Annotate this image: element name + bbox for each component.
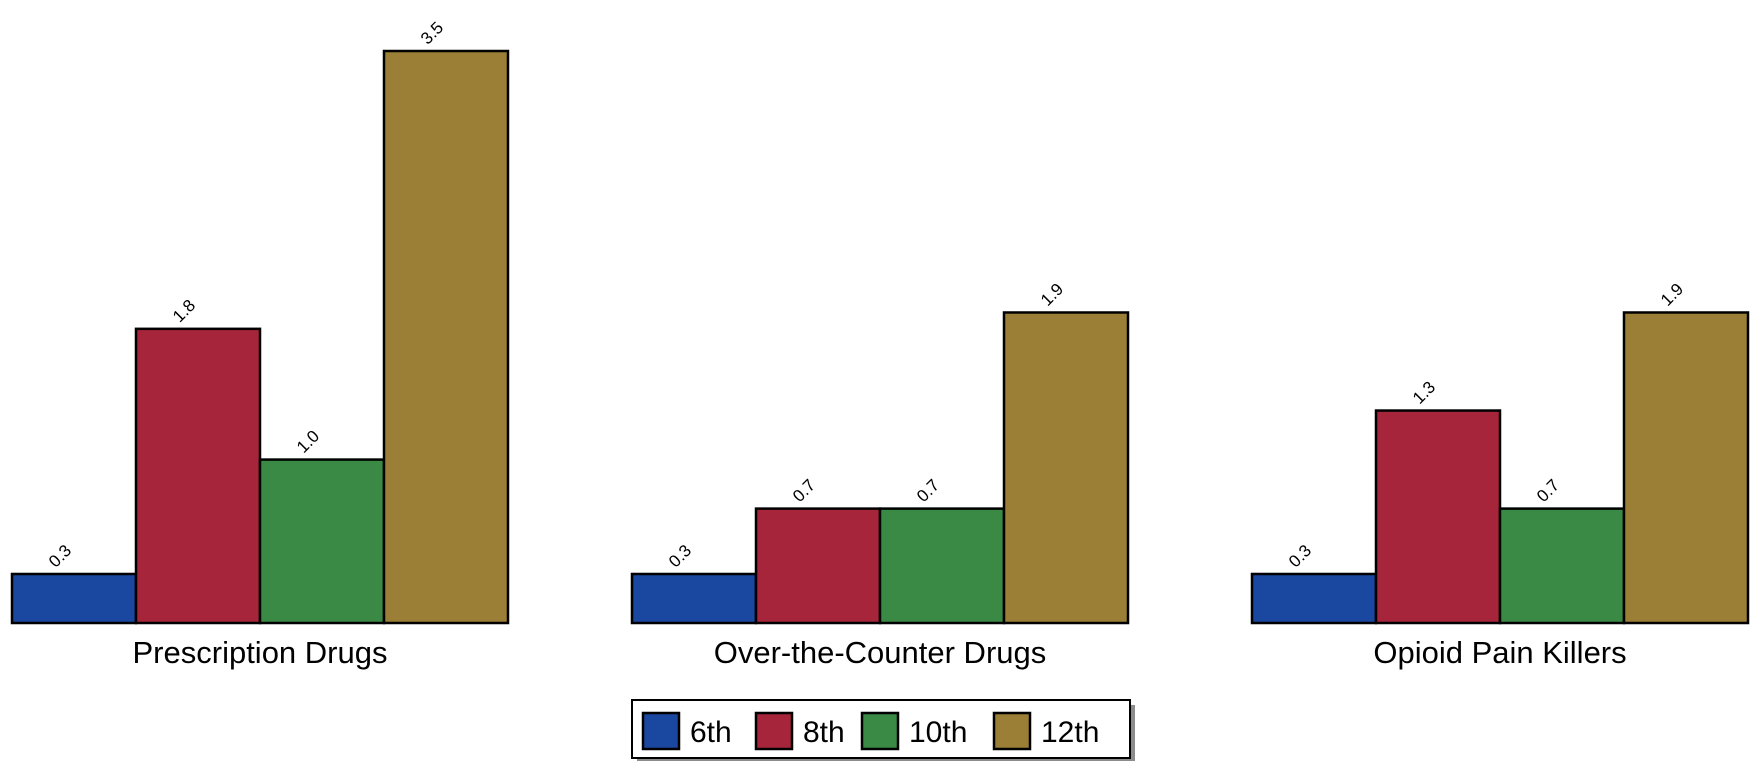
value-label-prescription-drugs-12th: 3.5 <box>417 18 447 48</box>
bar-over-the-counter-drugs-8th <box>754 507 882 625</box>
category-label-over-the-counter-drugs: Over-the-Counter Drugs <box>714 635 1047 670</box>
bar-over-the-counter-drugs-12th <box>1002 311 1130 625</box>
value-label-opioid-pain-killers-6th: 0.3 <box>1285 541 1315 571</box>
bar-over-the-counter-drugs-6th <box>630 572 758 625</box>
legend-label-10th: 10th <box>909 716 967 749</box>
legend: 6th 8th 10th 12th <box>631 699 1135 761</box>
value-label-over-the-counter-drugs-10th: 0.7 <box>913 476 943 506</box>
bar-opioid-pain-killers-12th <box>1622 311 1750 625</box>
bar-opioid-pain-killers-8th <box>1374 409 1502 625</box>
legend-swatch-12th <box>992 711 1032 751</box>
bar-prescription-drugs-8th <box>134 327 262 625</box>
category-label-prescription-drugs: Prescription Drugs <box>133 635 388 670</box>
value-label-prescription-drugs-8th: 1.8 <box>169 296 199 326</box>
legend-label-12th: 12th <box>1041 716 1099 749</box>
category-labels-layer: Prescription Drugs Over-the-Counter Drugs… <box>133 635 1627 670</box>
legend-swatch-10th <box>860 711 900 751</box>
value-label-opioid-pain-killers-8th: 1.3 <box>1409 378 1439 408</box>
category-label-opioid-pain-killers: Opioid Pain Killers <box>1373 635 1626 670</box>
bars-layer <box>10 49 1750 625</box>
legend-swatch-6th <box>641 711 681 751</box>
bar-prescription-drugs-12th <box>382 49 510 625</box>
legend-swatch-8th <box>754 711 794 751</box>
value-label-opioid-pain-killers-10th: 0.7 <box>1533 476 1563 506</box>
value-label-prescription-drugs-10th: 1.0 <box>293 427 323 457</box>
legend-label-6th: 6th <box>690 716 732 749</box>
value-label-over-the-counter-drugs-8th: 0.7 <box>789 476 819 506</box>
bar-over-the-counter-drugs-10th <box>878 507 1006 625</box>
value-label-opioid-pain-killers-12th: 1.9 <box>1657 280 1687 310</box>
value-label-over-the-counter-drugs-12th: 1.9 <box>1037 280 1067 310</box>
legend-label-8th: 8th <box>803 716 845 749</box>
bar-prescription-drugs-10th <box>258 458 386 625</box>
bar-prescription-drugs-6th <box>10 572 138 625</box>
value-label-over-the-counter-drugs-6th: 0.3 <box>665 541 695 571</box>
bar-opioid-pain-killers-10th <box>1498 507 1626 625</box>
bar-opioid-pain-killers-6th <box>1250 572 1378 625</box>
value-label-prescription-drugs-6th: 0.3 <box>45 541 75 571</box>
